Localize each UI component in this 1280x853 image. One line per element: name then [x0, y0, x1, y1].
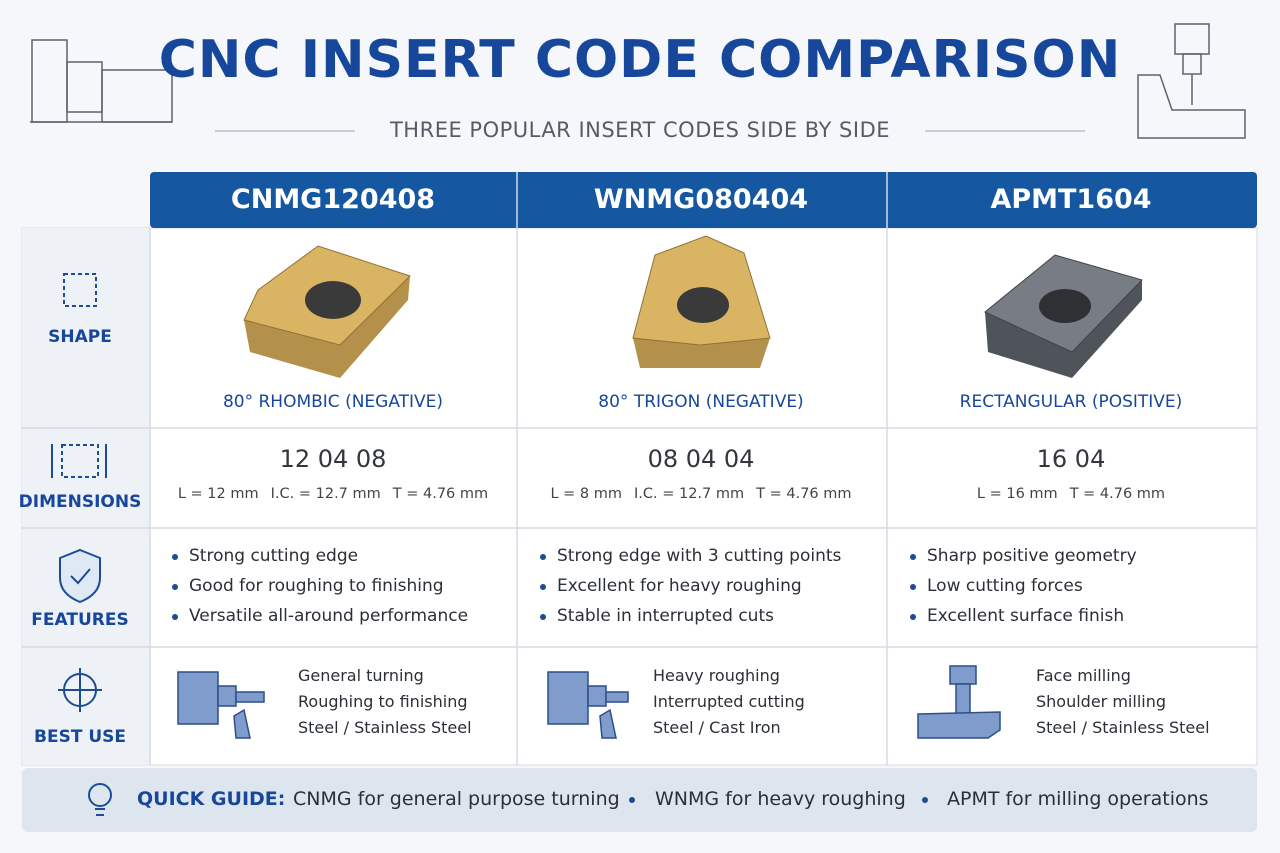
feature: Excellent surface finish	[927, 606, 1125, 626]
dimension: L = 16 mm	[976, 486, 1058, 502]
title: CNC INSERT CODE COMPARISON	[158, 30, 1122, 90]
subtitle: THREE POPULAR INSERT CODES SIDE BY SIDE	[389, 118, 891, 142]
shape-label: 80° RHOMBIC (NEGATIVE)	[222, 392, 444, 412]
dimension: L = 12 mm	[177, 486, 259, 502]
bullet	[540, 614, 546, 620]
column-header: CNMG120408	[230, 184, 436, 215]
dimensions: L = 12 mm I.C. = 12.7 mm T = 4.76 mm	[150, 486, 516, 502]
best-use: Face milling	[1036, 666, 1131, 685]
bullet	[172, 584, 178, 590]
dimension: T = 4.76 mm	[756, 486, 852, 502]
bullet	[540, 554, 546, 560]
dimension: T = 4.76 mm	[1069, 486, 1166, 502]
feature: Strong cutting edge	[189, 546, 359, 566]
best-use: Steel / Cast Iron	[653, 718, 781, 737]
size-code: 08 04 04	[647, 445, 755, 473]
dimension: T = 4.76 mm	[392, 486, 489, 502]
row-label: FEATURES	[31, 610, 129, 630]
best-use: General turning	[298, 666, 424, 685]
row-label: SHAPE	[48, 327, 112, 347]
row-label: BEST USE	[34, 727, 126, 747]
quick-guide-label: QUICK GUIDE:	[137, 788, 286, 810]
dimensions: L = 8 mm I.C. = 12.7 mm T = 4.76 mm	[518, 486, 884, 502]
feature: Versatile all-around performance	[189, 606, 469, 626]
bullet	[540, 584, 546, 590]
feature: Low cutting forces	[927, 576, 1083, 596]
shape-label: 80° TRIGON (NEGATIVE)	[598, 392, 804, 412]
feature: Sharp positive geometry	[927, 546, 1137, 566]
quick-guide-item: CNMG for general purpose turning	[293, 788, 620, 810]
bullet	[172, 554, 178, 560]
dimensions: L = 16 mm T = 4.76 mm	[888, 486, 1254, 502]
best-use: Shoulder milling	[1036, 692, 1166, 711]
feature: Stable in interrupted cuts	[557, 606, 774, 626]
dimension: I.C. = 12.7 mm	[634, 486, 745, 502]
best-use: Roughing to finishing	[298, 692, 468, 711]
bullet	[172, 614, 178, 620]
dimension: I.C. = 12.7 mm	[270, 486, 381, 502]
bullet	[910, 614, 916, 620]
best-use: Heavy roughing	[653, 666, 780, 685]
quick-guide-item: WNMG for heavy roughing	[655, 788, 906, 810]
best-use: Steel / Stainless Steel	[1036, 718, 1210, 737]
feature: Excellent for heavy roughing	[557, 576, 802, 596]
shape-label: RECTANGULAR (POSITIVE)	[959, 392, 1183, 412]
best-use: Steel / Stainless Steel	[298, 718, 472, 737]
feature: Good for roughing to finishing	[189, 576, 444, 596]
column-header: WNMG080404	[593, 184, 809, 215]
bullet	[910, 554, 916, 560]
quick-guide-item: APMT for milling operations	[947, 788, 1209, 810]
bullet	[910, 584, 916, 590]
feature: Strong edge with 3 cutting points	[557, 546, 842, 566]
size-code: 16 04	[1036, 445, 1106, 473]
size-code: 12 04 08	[279, 445, 387, 473]
column-header: APMT1604	[990, 184, 1152, 215]
dimension: L = 8 mm	[550, 486, 622, 502]
row-label: DIMENSIONS	[18, 492, 142, 512]
best-use: Interrupted cutting	[653, 692, 805, 711]
